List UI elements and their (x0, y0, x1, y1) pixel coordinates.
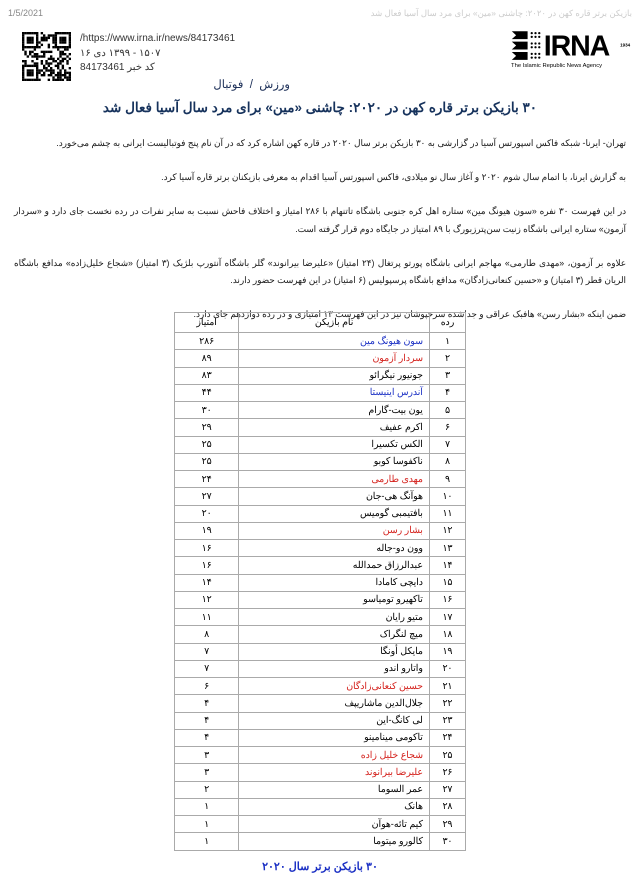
svg-text:IRNA: IRNA (544, 30, 610, 62)
svg-text:The Islamic Republic News Agen: The Islamic Republic News Agency (511, 63, 602, 69)
svg-text:1934: 1934 (620, 43, 631, 48)
